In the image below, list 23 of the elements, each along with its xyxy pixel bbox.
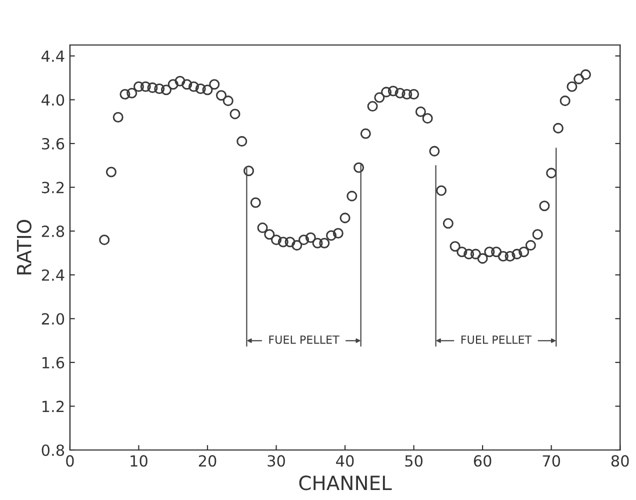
x-tick-label: 30 xyxy=(268,455,285,467)
y-tick-label: 3.6 xyxy=(42,138,64,150)
y-tick-label: 1.2 xyxy=(42,400,64,412)
y-tick-label: 4.4 xyxy=(42,50,64,62)
y-tick-label: 3.2 xyxy=(42,182,64,194)
x-tick-label: 0 xyxy=(66,455,74,467)
y-axis-title: RATIO xyxy=(16,220,32,274)
x-axis-title: CHANNEL xyxy=(299,476,392,490)
annotation: FUEL PELLET xyxy=(461,336,532,344)
x-tick-label: 40 xyxy=(336,455,354,467)
y-tick-label: 4.0 xyxy=(42,94,64,106)
y-tick-label: 2.0 xyxy=(42,313,64,325)
x-tick-label: 80 xyxy=(611,455,629,467)
y-tick-label: 1.6 xyxy=(42,356,64,368)
annotation: FUEL PELLET xyxy=(269,336,340,344)
x-tick-label: 60 xyxy=(474,455,492,467)
y-tick-label: 2.8 xyxy=(42,226,64,238)
x-tick-label: 20 xyxy=(198,455,216,467)
y-tick-label: 0.8 xyxy=(42,444,64,456)
x-tick-label: 10 xyxy=(130,455,148,467)
x-tick-label: 50 xyxy=(405,455,423,467)
x-tick-label: 70 xyxy=(542,455,560,467)
y-tick-label: 2.4 xyxy=(42,269,64,281)
